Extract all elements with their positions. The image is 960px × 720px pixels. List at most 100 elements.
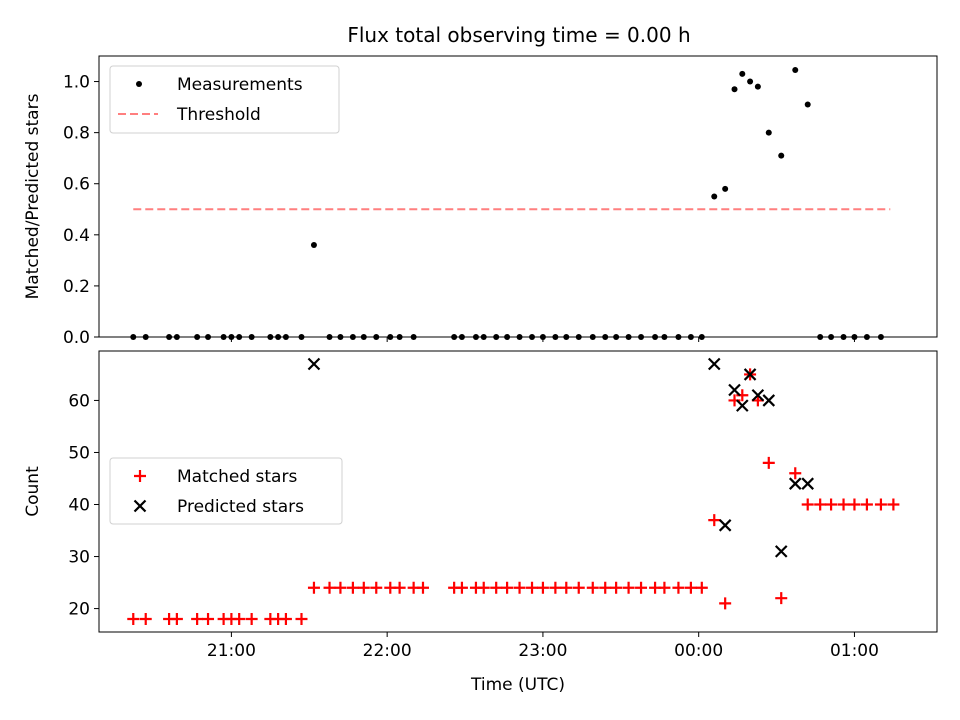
matched-star-point (775, 592, 788, 605)
matched-star-point (635, 581, 648, 594)
matched-star-point (536, 581, 549, 594)
measurement-point (722, 185, 729, 192)
measurement-point (817, 334, 824, 340)
matched-star-point (887, 498, 900, 511)
matched-star-point (848, 498, 861, 511)
y-axis-label: Count (23, 466, 43, 517)
x-tick-label: 23:00 (518, 641, 567, 661)
measurement-point (851, 334, 858, 340)
measurement-point (863, 334, 870, 340)
matched-star-point (549, 581, 562, 594)
matched-star-point (695, 581, 708, 594)
matched-star-point (233, 612, 246, 625)
measurement-point (130, 334, 137, 340)
measurement-point (613, 334, 620, 340)
legend-predicted-marker (133, 499, 147, 513)
measurement-point (173, 334, 180, 340)
measurement-point (373, 334, 380, 340)
predicted-star-point (718, 519, 732, 532)
matched-star-point (560, 581, 573, 594)
y-tick-label: 1.0 (63, 73, 90, 93)
measurement-point (828, 334, 835, 340)
matched-star-point (455, 581, 468, 594)
matched-star-point (295, 612, 308, 625)
matched-star-point (586, 581, 599, 594)
y-tick-label: 0.6 (63, 175, 90, 195)
ratio-panel: 0.0 0.2 0.4 0.6 0.8 1.0 Matched/Predicted star… (23, 55, 938, 348)
plot-frame (98, 350, 938, 633)
matched-star-point (202, 612, 215, 625)
legend-matched-marker (134, 470, 146, 482)
matched-star-point (874, 498, 887, 511)
matched-star-point (501, 581, 514, 594)
y-tick-label: 0.4 (63, 226, 90, 246)
x-tick-label: 21:00 (207, 641, 256, 661)
measurement-point (552, 334, 559, 340)
measurement-point (765, 129, 772, 136)
matched-star-point (526, 581, 539, 594)
y-tick-label: 0.0 (63, 328, 90, 348)
matched-star-point (622, 581, 635, 594)
predicted-star-point (707, 357, 721, 371)
measurement-point (228, 334, 235, 340)
matched-star-point (789, 467, 802, 480)
measurement-point (687, 334, 694, 340)
x-tick-label: 22:00 (363, 641, 412, 661)
measurement-point (220, 334, 227, 340)
measurement-point (625, 334, 632, 340)
measurement-point (360, 334, 367, 340)
matched-star-point (658, 581, 671, 594)
measurement-point (396, 334, 403, 340)
measurement-point (589, 334, 596, 340)
measurement-point (840, 334, 847, 340)
measurement-point (275, 334, 282, 340)
y-tick-label: 20 (68, 600, 90, 620)
measurement-point (754, 83, 761, 90)
measurement-point (493, 334, 500, 340)
matched-star-point (245, 612, 258, 625)
y-tick-label: 60 (68, 391, 90, 411)
x-tick-label: 01:00 (830, 641, 879, 661)
y-tick-label: 0.8 (63, 124, 90, 144)
measurement-point (698, 334, 705, 340)
measurement-point (602, 334, 609, 340)
matched-star-point (837, 498, 850, 511)
measurement-point (711, 193, 718, 200)
matched-star-point (170, 612, 183, 625)
measurement-point (458, 334, 465, 340)
matched-star-point (370, 581, 383, 594)
measurement-point (166, 334, 173, 340)
predicted-star-point (774, 545, 788, 558)
legend-label: Measurements (177, 75, 303, 95)
predicted-star-point (801, 477, 814, 490)
y-tick-label: 40 (68, 496, 90, 516)
matched-star-point (684, 581, 697, 594)
ratio-legend: Measurements Threshold (109, 65, 340, 134)
measurement-point (539, 334, 546, 340)
measurement-point (267, 334, 274, 340)
predicted-star-point (743, 368, 757, 381)
y-tick-label: 50 (68, 443, 90, 463)
legend-label: Predicted stars (177, 497, 304, 517)
measurement-point (661, 334, 668, 340)
measurement-point (337, 334, 344, 340)
predicted-star-point (307, 357, 321, 371)
measurement-point (387, 334, 394, 340)
predicted-star-point (751, 388, 765, 402)
matched-star-point (191, 612, 204, 625)
matched-star-point (860, 498, 873, 511)
measurement-point (739, 70, 746, 77)
matched-star-point (672, 581, 685, 594)
figure-title: Flux total observing time = 0.00 h (347, 23, 690, 47)
predicted-star-point (762, 394, 776, 407)
predicted-star-point (788, 477, 802, 490)
predicted-star-point (728, 383, 741, 397)
measurement-point (778, 152, 785, 159)
measurement-point (638, 334, 645, 340)
measurement-point (877, 334, 884, 340)
measurement-point (529, 334, 536, 340)
measurement-point (451, 334, 458, 340)
matched-star-point (416, 581, 429, 594)
measurement-point (747, 78, 754, 85)
